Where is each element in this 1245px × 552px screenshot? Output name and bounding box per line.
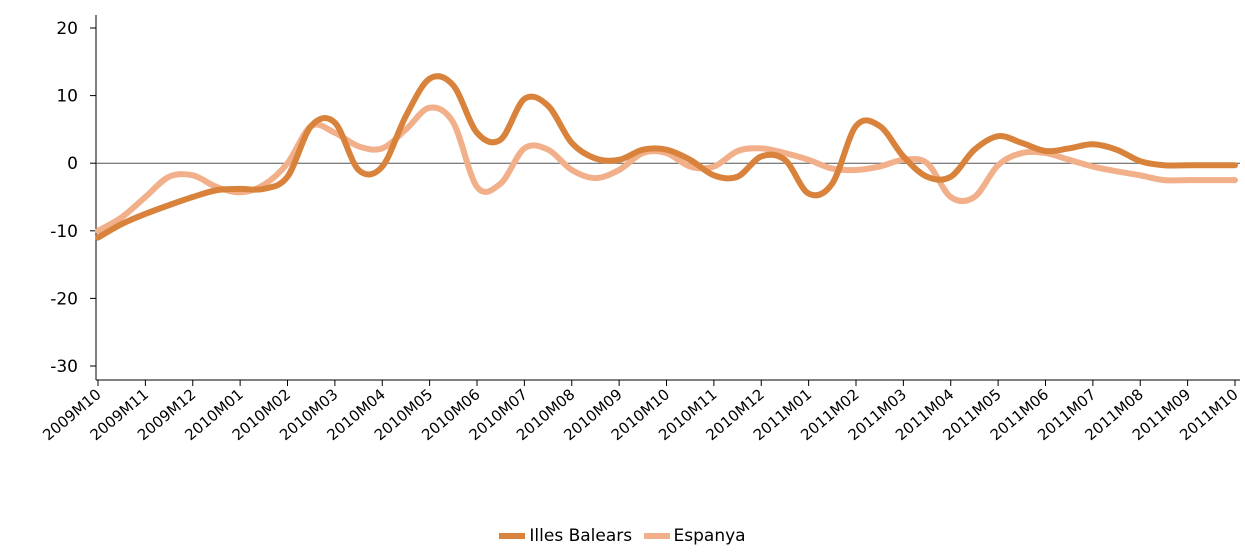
y-tick-label: 10 (56, 87, 78, 107)
line-chart: 20 10 0 -10 -20 -30 2009M102009M112009M122010… (39, 15, 1242, 444)
series-line-espanya (95, 104, 1238, 234)
y-tick-label: -10 (50, 222, 78, 242)
y-axis: 20 10 0 -10 -20 -30 (50, 15, 1240, 380)
legend-item-illes-balears[interactable]: Illes Balears (499, 526, 632, 546)
legend-swatch-espanya (643, 533, 670, 539)
legend-label-espanya: Espanya (673, 526, 746, 546)
series-layer (95, 73, 1238, 241)
y-tick-label: -20 (50, 289, 78, 309)
legend-swatch-illes-balears (499, 533, 526, 539)
y-tick-label: 20 (56, 19, 78, 39)
legend-label-illes-balears: Illes Balears (529, 526, 633, 546)
legend: Illes Balears Espanya (0, 524, 1245, 546)
y-tick-label: -30 (50, 357, 78, 377)
legend-item-espanya[interactable]: Espanya (643, 526, 746, 546)
y-tick-label: 0 (67, 154, 78, 174)
series-line-illes-balears (95, 73, 1238, 241)
x-axis: 2009M102009M112009M122010M012010M022010M… (39, 379, 1242, 444)
